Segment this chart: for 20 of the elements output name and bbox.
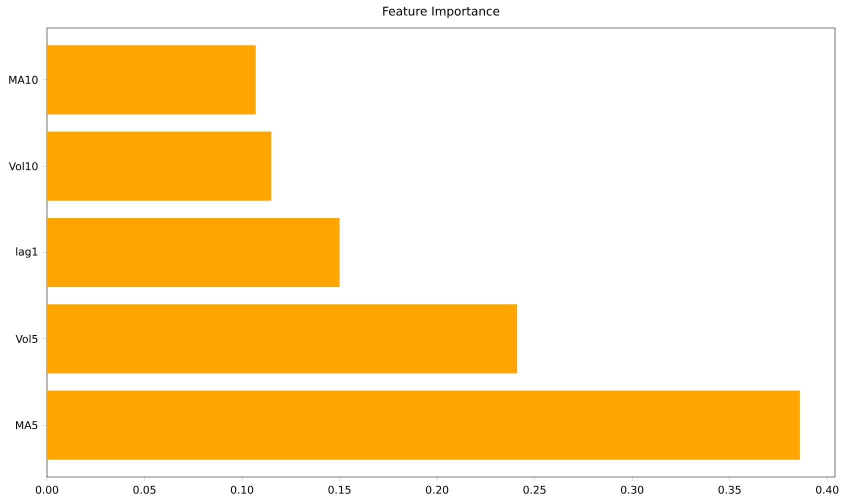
y-tick-label: MA10 (9, 76, 38, 84)
x-tick-label: 0.00 (36, 486, 58, 494)
x-tick-label: 0.15 (328, 486, 351, 494)
chart-title: Feature Importance (383, 6, 500, 18)
y-tick-label: MA5 (16, 421, 38, 430)
x-tick-label: 0.20 (426, 486, 448, 494)
y-tick-label: lag1 (16, 247, 38, 258)
x-tick-label: 0.25 (523, 486, 546, 494)
x-tick-label: 0.10 (230, 486, 254, 494)
y-tick-label: Vol10 (8, 162, 38, 170)
bar (47, 390, 800, 460)
bar (47, 304, 518, 374)
y-tick-label: Vol5 (16, 334, 38, 343)
bar (47, 45, 256, 114)
bar (47, 132, 272, 201)
x-tick-label: 0.05 (133, 486, 156, 494)
x-tick-label: 0.30 (620, 486, 644, 494)
bar (47, 218, 340, 287)
x-tick-label: 0.40 (816, 486, 838, 494)
x-tick-label: 0.35 (718, 486, 741, 494)
